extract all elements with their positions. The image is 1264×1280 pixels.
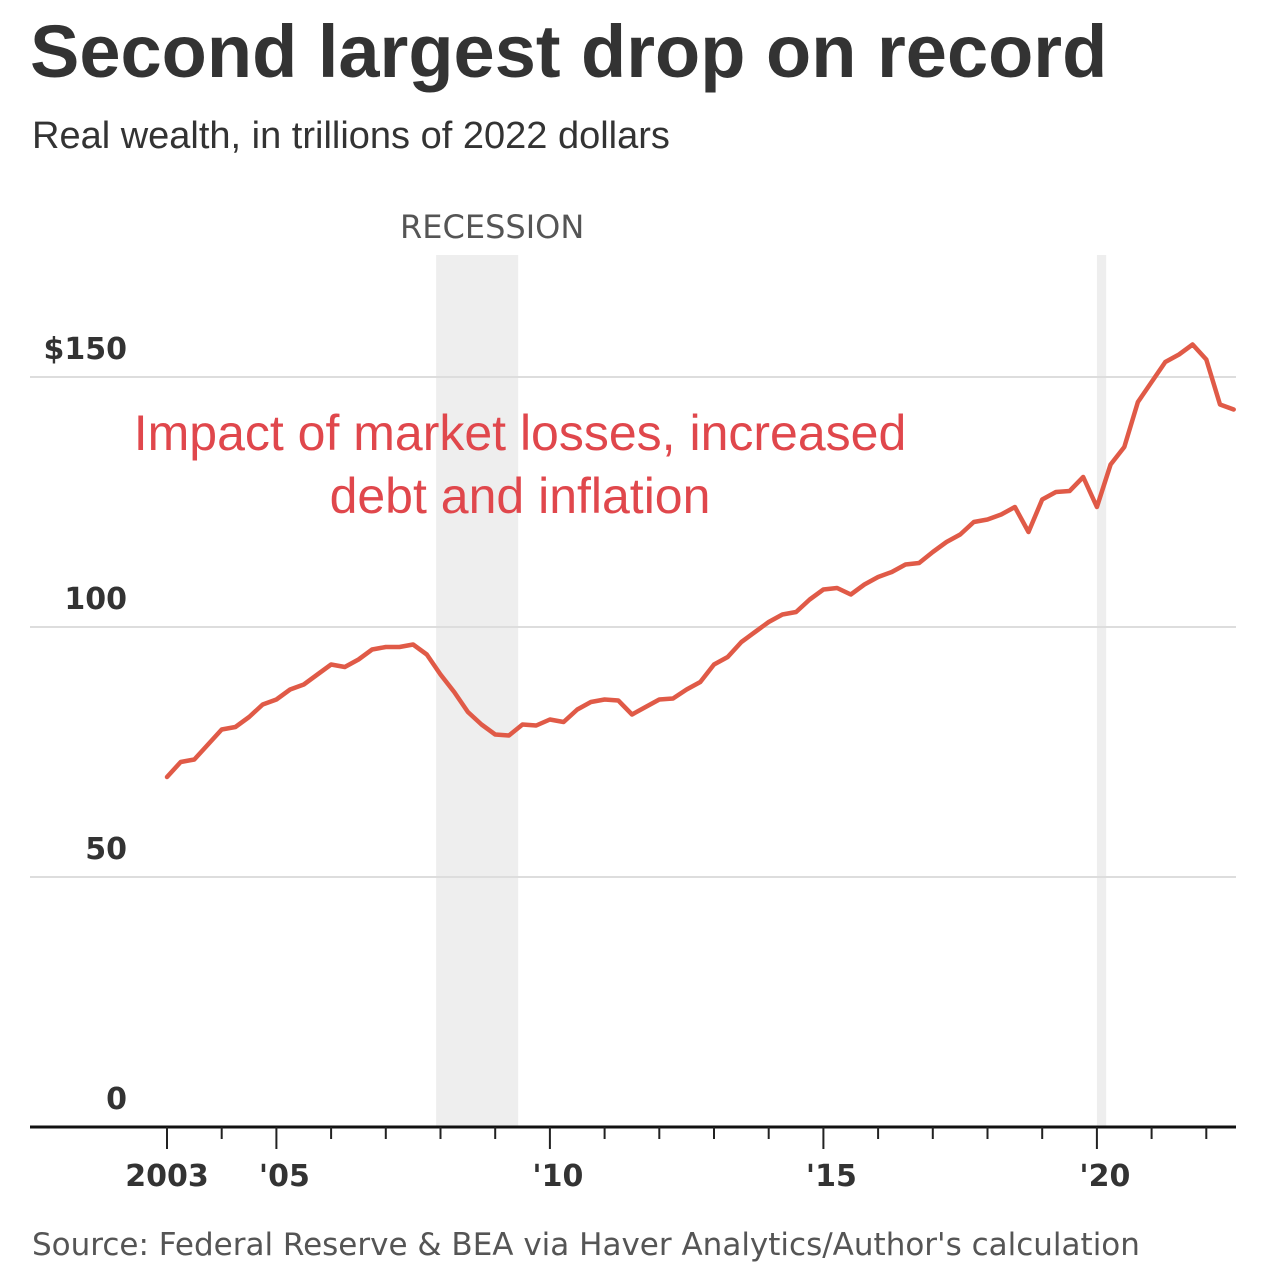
x-tick-label-2005: '05 xyxy=(259,1159,310,1194)
x-axis: 2003 '05 '10 '15 '20 xyxy=(125,1127,1208,1194)
x-tick-label-2020: '20 xyxy=(1079,1159,1130,1194)
x-tick-label-2010: '10 xyxy=(532,1159,583,1194)
annotation-line-1: Impact of market losses, increased xyxy=(134,405,907,461)
wealth-series-line xyxy=(164,342,1236,780)
x-tick-label-2003: 2003 xyxy=(125,1159,209,1194)
recession-band-1 xyxy=(436,255,519,1127)
recession-band-2 xyxy=(1096,255,1107,1127)
annotation-line-2: debt and inflation xyxy=(330,468,711,524)
chart-subtitle: Real wealth, in trillions of 2022 dollar… xyxy=(32,115,670,157)
recession-label: RECESSION xyxy=(400,208,584,246)
y-tick-label-50: 50 xyxy=(85,832,127,867)
y-axis-labels: 0 50 100 $150 xyxy=(44,332,128,1117)
chart-title: Second largest drop on record xyxy=(30,10,1107,93)
y-tick-label-150: $150 xyxy=(44,332,128,367)
x-tick-label-2015: '15 xyxy=(806,1159,857,1194)
y-tick-label-100: 100 xyxy=(64,582,127,617)
recession-bands: RECESSION xyxy=(400,208,1107,1127)
y-tick-label-0: 0 xyxy=(106,1082,127,1117)
source-note: Source: Federal Reserve & BEA via Haver … xyxy=(32,1227,1140,1263)
gridlines xyxy=(30,376,1236,878)
